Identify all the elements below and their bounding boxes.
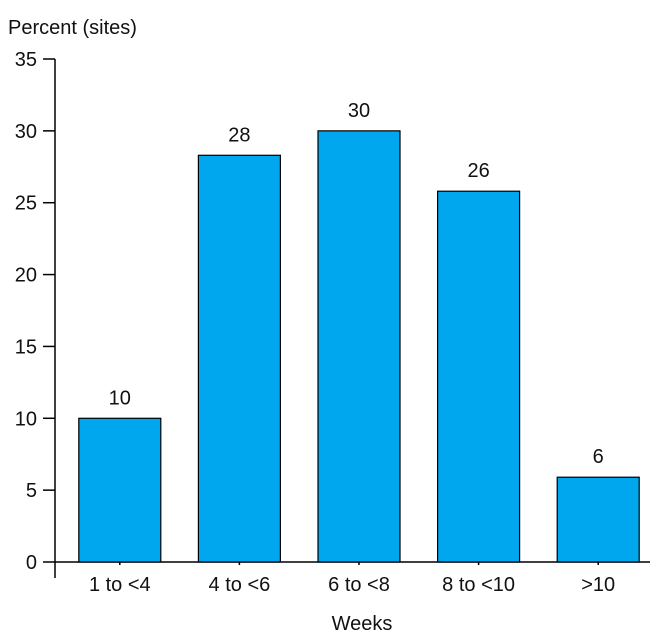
- x-tick-label: >10: [581, 574, 615, 596]
- x-tick-label: 4 to <6: [209, 574, 271, 596]
- y-tick-label: 0: [26, 552, 37, 574]
- y-tick-label: 10: [15, 408, 37, 430]
- x-tick-label: 8 to <10: [442, 574, 515, 596]
- x-axis-label: Weeks: [332, 613, 393, 634]
- bar: [437, 190, 521, 563]
- y-tick-label: 20: [15, 265, 37, 287]
- data-label: 26: [467, 160, 489, 182]
- axes: 0 5 10 15 20 25 30 35 1 to <4 4 to <6 6 to <8 8 to …: [15, 49, 650, 596]
- bar: [556, 476, 640, 563]
- data-label: 6: [593, 446, 604, 468]
- x-tick-label: 6 to <8: [328, 574, 390, 596]
- bar: [197, 154, 281, 563]
- data-label: 10: [109, 387, 131, 409]
- bars: [78, 130, 640, 563]
- y-tick-label: 25: [15, 193, 37, 215]
- y-tick-label: 5: [26, 480, 37, 502]
- y-axis-label: Percent (sites): [8, 17, 137, 39]
- y-tick-label: 35: [15, 49, 37, 71]
- y-tick-label: 30: [15, 121, 37, 143]
- data-label: 30: [348, 100, 370, 122]
- bar: [78, 417, 162, 563]
- y-tick-label: 15: [15, 336, 37, 358]
- data-labels: 10 28 30 26 6: [109, 100, 604, 468]
- data-label: 28: [228, 124, 250, 146]
- bar: [317, 130, 401, 563]
- x-tick-label: 1 to <4: [89, 574, 151, 596]
